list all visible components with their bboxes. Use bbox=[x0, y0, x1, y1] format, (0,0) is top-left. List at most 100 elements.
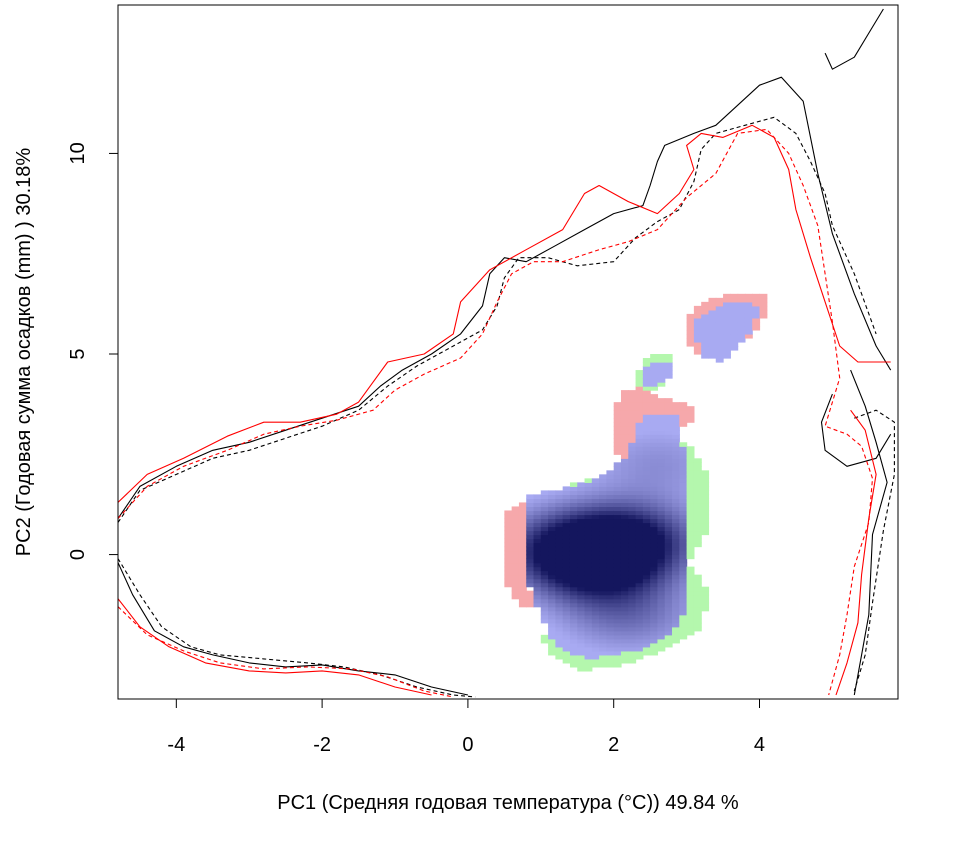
heatmap-cell-overlap bbox=[628, 446, 637, 451]
heatmap-cell-overlap bbox=[562, 634, 571, 640]
heatmap-cell-overlap bbox=[708, 325, 717, 331]
heatmap-cell-contraction bbox=[511, 582, 520, 588]
heatmap-cell-overlap bbox=[672, 598, 680, 604]
heatmap-cell-overlap bbox=[540, 618, 549, 624]
heatmap-cell-overlap bbox=[635, 530, 644, 536]
heatmap-cell-expansion bbox=[686, 626, 695, 632]
heatmap-cell-overlap bbox=[664, 422, 673, 427]
heatmap-cell-contraction bbox=[672, 406, 680, 411]
heatmap-cell-expansion bbox=[693, 530, 702, 536]
heatmap-cell-overlap bbox=[620, 626, 629, 632]
heatmap-cell-overlap bbox=[650, 434, 659, 439]
heatmap-cell-expansion bbox=[686, 594, 695, 600]
heatmap-cell-overlap bbox=[628, 466, 637, 471]
heatmap-cell-overlap bbox=[548, 558, 556, 564]
heatmap-cell-overlap bbox=[723, 354, 731, 359]
heatmap-cell-overlap bbox=[672, 462, 680, 467]
heatmap-cell-overlap bbox=[555, 558, 564, 564]
heatmap-cell-contraction bbox=[613, 438, 622, 443]
heatmap-cell-overlap bbox=[577, 582, 586, 588]
heatmap-cell-overlap bbox=[569, 650, 578, 656]
heatmap-cell-overlap bbox=[723, 341, 731, 347]
heatmap-cell-overlap bbox=[642, 570, 651, 576]
heatmap-cell-overlap bbox=[642, 574, 651, 580]
heatmap-cell-expansion bbox=[686, 446, 695, 451]
heatmap-cell-overlap bbox=[533, 546, 542, 552]
heatmap-cell-overlap bbox=[657, 630, 666, 636]
heatmap-cell-overlap bbox=[548, 574, 556, 580]
heatmap-cell-contraction bbox=[613, 406, 622, 411]
heatmap-cell-overlap bbox=[584, 638, 593, 644]
heatmap-cell-overlap bbox=[569, 574, 578, 580]
heatmap-cell-overlap bbox=[606, 518, 615, 524]
heatmap-cell-contraction bbox=[657, 406, 666, 411]
heatmap-cell-overlap bbox=[650, 562, 659, 568]
heatmap-cell-overlap bbox=[533, 598, 542, 604]
heatmap-cell-overlap bbox=[606, 602, 615, 608]
heatmap-cell-overlap bbox=[569, 570, 578, 576]
heatmap-cell-expansion bbox=[693, 518, 702, 524]
heatmap-cell-overlap bbox=[599, 538, 608, 544]
heatmap-cell-overlap bbox=[657, 442, 666, 447]
heatmap-cell-overlap bbox=[679, 542, 688, 548]
heatmap-cell-overlap bbox=[657, 626, 666, 632]
heatmap-cell-expansion bbox=[584, 478, 593, 483]
heatmap-cell-expansion bbox=[555, 650, 564, 656]
x-tick-label: 0 bbox=[462, 734, 473, 756]
heatmap-cell-overlap bbox=[628, 514, 637, 520]
contour-black-solid-upper bbox=[118, 76, 892, 519]
heatmap-cell-overlap bbox=[664, 478, 673, 483]
heatmap-cell-overlap bbox=[577, 518, 586, 524]
heatmap-cell-overlap bbox=[715, 349, 724, 355]
heatmap-cell-expansion bbox=[686, 522, 695, 528]
heatmap-cell-overlap bbox=[540, 550, 549, 556]
heatmap-cell-overlap bbox=[569, 554, 578, 560]
heatmap-cell-overlap bbox=[548, 522, 556, 528]
heatmap-cell-overlap bbox=[650, 374, 659, 379]
heatmap-cell-overlap bbox=[657, 526, 666, 532]
contour-black-solid-topright bbox=[824, 8, 884, 70]
heatmap-cell-expansion bbox=[701, 470, 710, 475]
heatmap-cell-overlap bbox=[569, 594, 578, 600]
heatmap-cell-overlap bbox=[606, 490, 615, 496]
heatmap-cell-overlap bbox=[715, 309, 724, 315]
heatmap-cell-overlap bbox=[548, 506, 556, 512]
heatmap-cell-contraction bbox=[635, 398, 644, 403]
heatmap-cell-overlap bbox=[569, 526, 578, 532]
heatmap-cell-overlap bbox=[533, 574, 542, 580]
heatmap-cell-overlap bbox=[642, 594, 651, 600]
heatmap-cell-overlap bbox=[599, 542, 608, 548]
heatmap-cell-overlap bbox=[606, 558, 615, 564]
heatmap-cell-expansion bbox=[701, 486, 710, 491]
heatmap-cell-overlap bbox=[577, 534, 586, 540]
heatmap-cell-overlap bbox=[664, 630, 673, 636]
heatmap-cell-overlap bbox=[664, 618, 673, 624]
heatmap-cell-overlap bbox=[591, 578, 600, 584]
heatmap-cell-overlap bbox=[562, 626, 571, 632]
heatmap-cell-overlap bbox=[577, 646, 586, 652]
heatmap-cell-overlap bbox=[730, 305, 739, 311]
heatmap-cell-overlap bbox=[635, 634, 644, 640]
heatmap-cell-overlap bbox=[672, 602, 680, 608]
heatmap-cell-overlap bbox=[620, 522, 629, 528]
heatmap-cell-contraction bbox=[518, 506, 527, 512]
heatmap-cell-overlap bbox=[555, 634, 564, 640]
heatmap-cell-overlap bbox=[708, 333, 717, 339]
heatmap-cell-expansion bbox=[701, 518, 710, 524]
heatmap-cell-overlap bbox=[591, 622, 600, 628]
heatmap-cell-overlap bbox=[569, 618, 578, 624]
heatmap-cell-overlap bbox=[664, 430, 673, 435]
heatmap-cell-overlap bbox=[562, 618, 571, 624]
heatmap-cell-overlap bbox=[650, 546, 659, 552]
heatmap-cell-overlap bbox=[701, 354, 710, 359]
heatmap-cell-overlap bbox=[599, 546, 608, 552]
heatmap-cell-overlap bbox=[613, 518, 622, 524]
heatmap-cell-overlap bbox=[620, 554, 629, 560]
heatmap-cell-overlap bbox=[628, 526, 637, 532]
heatmap-cell-overlap bbox=[701, 333, 710, 339]
heatmap-cell-overlap bbox=[540, 586, 549, 592]
heatmap-cell-overlap bbox=[628, 638, 637, 644]
heatmap-cell-overlap bbox=[664, 578, 673, 584]
heatmap-cell-overlap bbox=[591, 646, 600, 652]
x-tick-label: 4 bbox=[754, 734, 765, 756]
